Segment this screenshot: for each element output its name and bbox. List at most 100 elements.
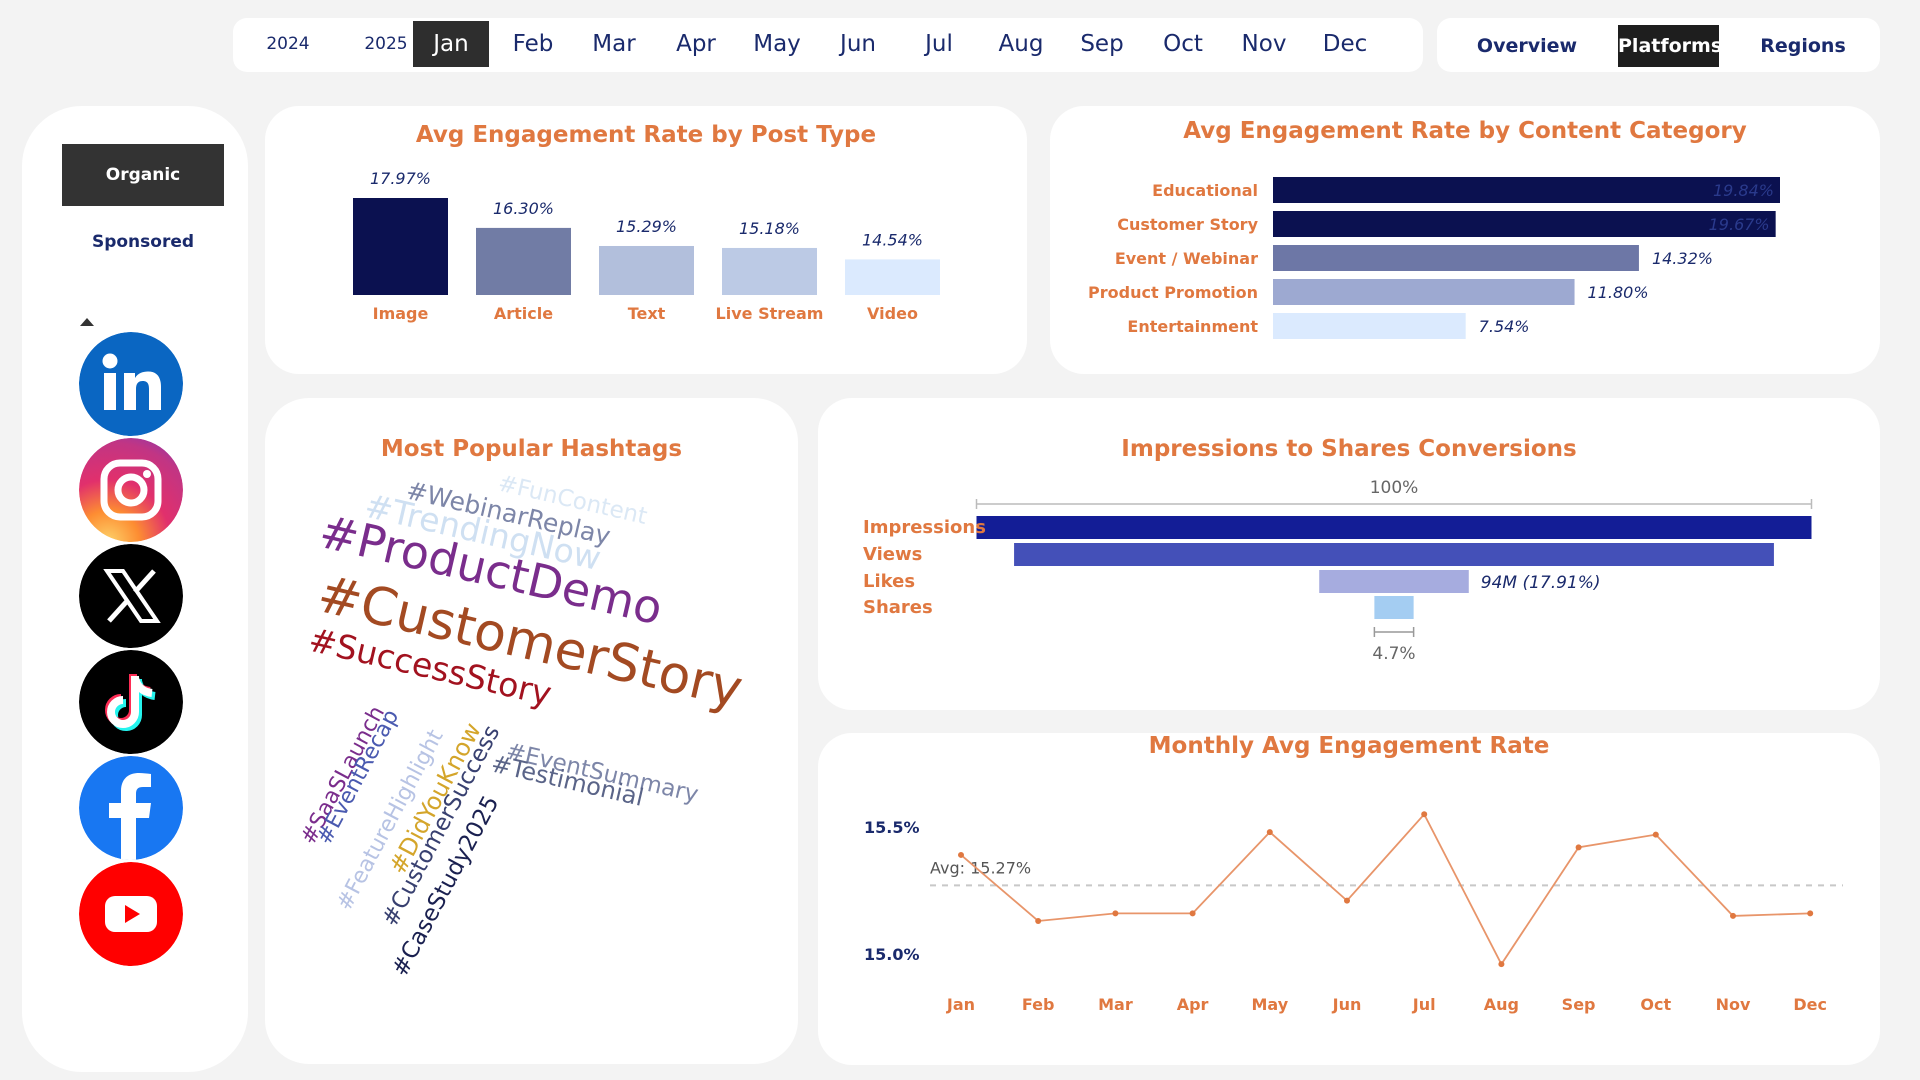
x-tick-label: Feb [1022, 995, 1055, 1014]
sidebar: Organic Sponsored [22, 106, 248, 1072]
x-tick-label: Dec [1793, 995, 1827, 1014]
x-tick-label: Jul [1412, 995, 1436, 1014]
x-tick-label: Nov [1716, 995, 1751, 1014]
platforms-tab[interactable]: Platforms [1618, 25, 1722, 67]
content-category-bar-chart: Educational 19.84% Customer Story 19.67% Eve… [1088, 177, 1780, 339]
month-jun-button[interactable]: Jun [840, 31, 876, 57]
category-bar[interactable] [1273, 211, 1776, 237]
content-category-chart-title: Avg Engagement Rate by Content Category [1183, 118, 1747, 144]
month-jul-button[interactable]: Jul [925, 31, 953, 57]
y-tick-label: 15.0% [864, 945, 920, 964]
post-type-bar[interactable] [353, 198, 448, 295]
category-label: Customer Story [1117, 215, 1258, 234]
month-apr-button[interactable]: Apr [676, 31, 716, 57]
view-toggle: Overview Platforms Regions [1437, 18, 1880, 72]
youtube-icon[interactable] [79, 862, 183, 966]
funnel-chart-card: Impressions to Shares Conversions 100% Im… [818, 398, 1880, 710]
sponsored-button[interactable]: Sponsored [91, 232, 195, 252]
engagement-point[interactable] [1807, 910, 1814, 917]
engagement-point[interactable] [1344, 897, 1350, 904]
post-type-data-label: 14.54% [862, 230, 923, 249]
engagement-point[interactable] [1189, 910, 1196, 917]
post-type-chart-title: Avg Engagement Rate by Post Type [415, 122, 877, 148]
engagement-point[interactable] [1652, 831, 1659, 838]
linkedin-icon[interactable] [79, 332, 183, 436]
regions-tab[interactable]: Regions [1760, 35, 1846, 57]
post-type-data-label: 16.30% [493, 199, 554, 218]
organic-button[interactable]: Organic [62, 144, 224, 206]
month-feb-button[interactable]: Feb [512, 31, 554, 57]
post-type-bar[interactable] [599, 245, 694, 295]
year-2025-button[interactable]: 2025 [364, 34, 408, 54]
post-type-data-label: 17.97% [370, 169, 431, 188]
engagement-point[interactable] [1421, 811, 1428, 818]
facebook-icon[interactable] [79, 756, 183, 860]
engagement-line [960, 812, 1811, 966]
tiktok-icon[interactable] [79, 650, 183, 754]
funnel-stage-bar[interactable] [1014, 543, 1774, 566]
engagement-point[interactable] [1112, 910, 1119, 917]
x-tick-label: Aug [1484, 995, 1519, 1014]
x-tick-label: Oct [1640, 995, 1671, 1014]
category-data-label: 7.54% [1479, 317, 1530, 336]
post-type-category-label: Image [373, 304, 429, 323]
post-type-bar[interactable] [722, 247, 817, 295]
funnel-chart: 100% Impressions Views Likes Shares 94M (17.9… [863, 478, 1813, 664]
monthly-line-chart: 15.0% 15.5% Avg: 15.27% Jan Feb Mar Apr May Jun J… [864, 811, 1843, 1014]
x-tick-label: Jun [1332, 995, 1362, 1014]
funnel-chart-title: Impressions to Shares Conversions [1121, 436, 1577, 462]
engagement-point[interactable] [1575, 844, 1582, 851]
category-bar[interactable] [1273, 245, 1639, 271]
instagram-icon[interactable] [79, 438, 183, 542]
funnel-stage-label: Shares [863, 597, 933, 618]
post-type-category-label: Text [628, 304, 666, 323]
month-aug-button[interactable]: Aug [998, 31, 1044, 57]
category-bar[interactable] [1273, 177, 1780, 203]
x-tick-label: Sep [1562, 995, 1596, 1014]
category-label: Product Promotion [1088, 283, 1258, 302]
category-data-label: 11.80% [1588, 283, 1649, 302]
category-bar[interactable] [1273, 279, 1575, 305]
month-nov-button[interactable]: Nov [1241, 31, 1287, 57]
overview-tab[interactable]: Overview [1476, 35, 1578, 57]
scroll-up-arrow-icon[interactable] [80, 318, 94, 326]
hashtag-word-cloud: #CustomerStory#ProductDemo#SuccessStory#… [296, 471, 748, 981]
x-tick-label: Apr [1177, 995, 1209, 1014]
engagement-point[interactable] [1266, 829, 1273, 836]
x-tick-label: May [1251, 995, 1288, 1014]
funnel-stage-label: Likes [863, 571, 915, 592]
post-type-bar[interactable] [845, 259, 940, 295]
category-bar[interactable] [1273, 313, 1466, 339]
engagement-point[interactable] [958, 851, 964, 858]
funnel-stage-label: Views [863, 544, 922, 565]
month-mar-button[interactable]: Mar [592, 31, 636, 57]
funnel-bottom-label: 4.7% [1372, 644, 1415, 664]
engagement-point[interactable] [1730, 912, 1736, 919]
y-tick-label: 15.5% [864, 818, 920, 837]
content-category-chart-card: Avg Engagement Rate by Content Category … [1050, 106, 1880, 374]
month-may-button[interactable]: May [753, 31, 801, 57]
funnel-stage-label: Impressions [863, 517, 986, 538]
month-dec-button[interactable]: Dec [1322, 31, 1368, 57]
engagement-point[interactable] [1035, 917, 1042, 924]
hashtags-card: Most Popular Hashtags #CustomerStory #Pro… [265, 398, 798, 1064]
year-2024-button[interactable]: 2024 [266, 34, 310, 54]
category-data-label: 19.67% [1709, 215, 1770, 234]
funnel-stage-bar[interactable] [1319, 570, 1469, 593]
funnel-stage-bar[interactable] [1374, 596, 1414, 619]
monthly-line-chart-title: Monthly Avg Engagement Rate [1148, 733, 1550, 759]
engagement-point[interactable] [1498, 961, 1505, 968]
x-tick-label: Mar [1098, 995, 1133, 1014]
x-tick-label: Jan [946, 995, 975, 1014]
month-sep-button[interactable]: Sep [1080, 31, 1124, 57]
post-type-data-label: 15.29% [616, 217, 677, 236]
x-icon[interactable] [79, 544, 183, 648]
month-jan-button[interactable]: Jan [413, 21, 489, 67]
month-oct-button[interactable]: Oct [1163, 31, 1203, 57]
category-data-label: 14.32% [1652, 249, 1713, 268]
category-label: Entertainment [1127, 317, 1258, 336]
post-type-data-label: 15.18% [739, 219, 800, 238]
post-type-bar[interactable] [476, 227, 571, 295]
post-type-category-label: Live Stream [716, 304, 824, 323]
funnel-stage-bar[interactable] [976, 516, 1812, 539]
